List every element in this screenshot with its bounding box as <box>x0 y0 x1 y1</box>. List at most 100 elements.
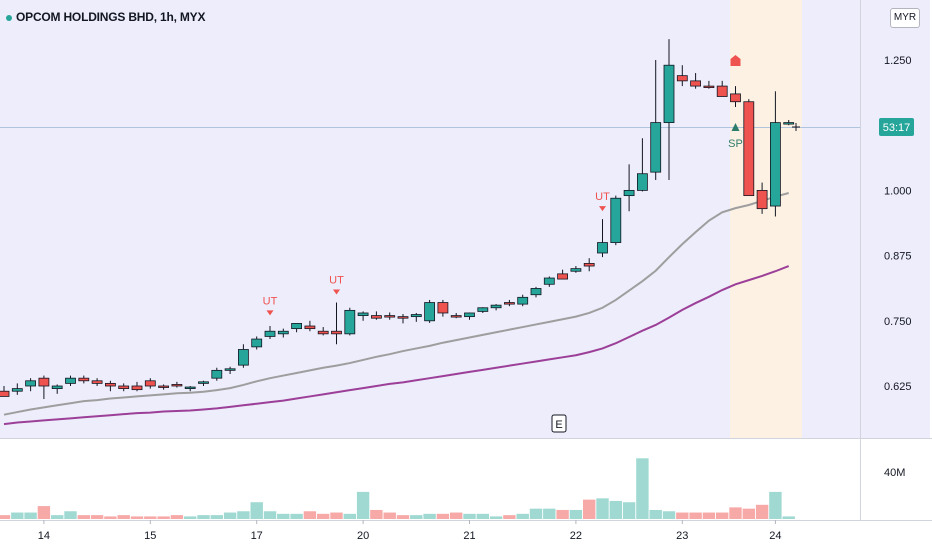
candle <box>690 73 701 89</box>
candle-body <box>370 315 382 319</box>
candle-body <box>118 385 130 390</box>
volume-bar <box>450 512 463 519</box>
candle-body <box>477 307 489 312</box>
candle-body <box>450 315 462 318</box>
volume-bar <box>543 508 556 519</box>
candle <box>344 307 356 336</box>
candle <box>211 367 223 381</box>
currency-button[interactable]: MYR <box>890 8 920 28</box>
time-tick-label: 15 <box>144 530 156 542</box>
candle <box>437 299 449 317</box>
time-tick-label: 17 <box>251 530 263 542</box>
volume-bar <box>716 512 729 519</box>
candle <box>331 302 342 345</box>
candle <box>477 307 489 313</box>
volume-bar <box>184 516 197 519</box>
ut-label: UT <box>263 295 278 307</box>
volume-layer <box>0 458 795 519</box>
ma-layer <box>3 192 790 426</box>
volume-bar <box>117 515 130 519</box>
volume-bar <box>64 511 77 519</box>
volume-bar <box>104 516 117 519</box>
candle <box>397 314 409 324</box>
candle-body <box>317 330 329 335</box>
candle <box>583 258 595 272</box>
volume-bar <box>197 515 210 519</box>
candle <box>663 39 675 180</box>
candle-body <box>251 338 263 348</box>
candle-body <box>198 381 209 384</box>
candle <box>91 378 103 386</box>
candle-body <box>530 288 542 296</box>
volume-bar <box>51 515 64 519</box>
candle-body <box>650 122 662 173</box>
candle-body <box>105 382 116 387</box>
volume-pane-bg <box>0 439 930 520</box>
candle-body <box>557 273 568 280</box>
volume-bar <box>782 516 795 519</box>
candle <box>730 86 741 107</box>
volume-bar <box>37 506 51 519</box>
time-tick-label: 22 <box>570 530 582 542</box>
marker-layer: UT UT UT SP E <box>263 55 800 433</box>
price-countdown-badge <box>879 118 914 136</box>
candle-body <box>291 323 303 330</box>
candle-body <box>344 309 356 335</box>
candle-body <box>25 380 37 387</box>
candle <box>770 91 781 217</box>
candle <box>464 312 475 320</box>
time-tick-label: 23 <box>676 530 688 542</box>
volume-bar <box>662 511 676 519</box>
candle-body <box>410 314 422 318</box>
candle <box>716 80 728 97</box>
volume-bar <box>702 512 716 519</box>
candle-body <box>38 377 50 387</box>
volume-bar <box>436 513 450 519</box>
event-box <box>551 414 567 433</box>
candle-body <box>264 330 276 337</box>
volume-bar <box>0 515 11 519</box>
time-tick-label: 21 <box>463 530 475 542</box>
candle-body <box>277 330 289 335</box>
candle <box>703 80 715 89</box>
volume-bar <box>463 513 476 519</box>
volume-bar <box>556 509 569 519</box>
candle-body <box>171 384 183 387</box>
candle <box>610 195 622 246</box>
candle <box>597 219 608 258</box>
time-tick-label: 20 <box>357 530 369 542</box>
volume-bar <box>330 512 343 519</box>
sp-arrow-icon <box>731 122 740 131</box>
volume-bar <box>277 513 290 519</box>
volume-bar <box>755 504 769 519</box>
volume-bar <box>676 512 689 519</box>
volume-bar <box>263 511 277 519</box>
candle-body <box>65 377 76 384</box>
volume-tick-label: 40M <box>884 467 905 479</box>
candle-body <box>716 85 728 97</box>
candle <box>650 60 662 180</box>
candle-body <box>424 302 436 322</box>
price-tick-label: 1.000 <box>884 185 912 197</box>
candle <box>570 266 582 273</box>
volume-bar <box>569 509 583 519</box>
candle-body <box>237 349 249 366</box>
volume-bar <box>489 516 503 519</box>
candle-body <box>224 368 236 371</box>
candle <box>357 311 369 321</box>
volume-bar <box>343 513 356 519</box>
candle <box>623 164 635 212</box>
volume-bar <box>596 498 609 519</box>
candle-body <box>437 302 449 314</box>
candle <box>424 299 436 323</box>
candle <box>131 381 143 392</box>
candle <box>78 375 90 384</box>
candle <box>503 299 515 307</box>
candle <box>530 286 542 298</box>
candle <box>543 276 555 287</box>
volume-bar <box>423 513 436 519</box>
candle <box>450 312 462 319</box>
candle <box>118 383 130 392</box>
volume-bar <box>742 508 755 519</box>
